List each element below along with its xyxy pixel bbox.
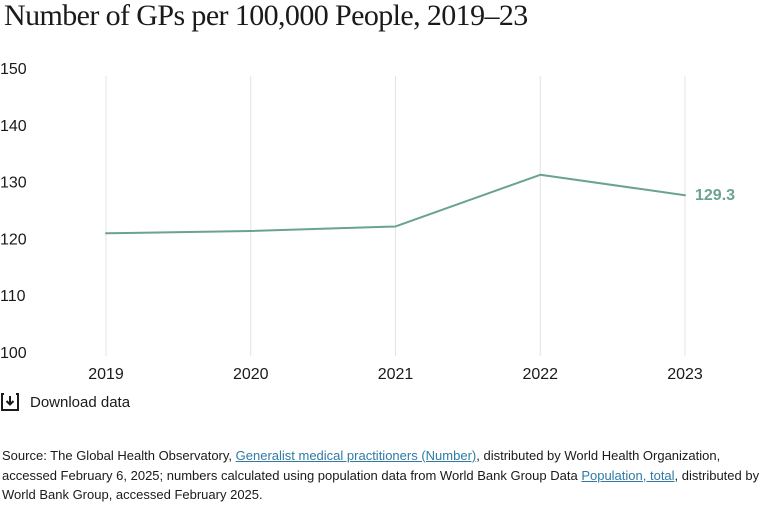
y-tick-label: 100: [0, 345, 27, 362]
series-group: 129.3: [105, 173, 735, 235]
source-note: Source: The Global Health Observatory, G…: [2, 446, 772, 505]
source-link-population[interactable]: Population, total: [581, 467, 675, 483]
download-data-label: Download data: [30, 393, 131, 411]
y-tick-label: 130: [0, 175, 27, 192]
source-link-gp[interactable]: Generalist medical practitioners (Number…: [235, 448, 477, 463]
y-axis: 150 140 130 120 110 100: [0, 61, 27, 362]
x-tick-label: 2021: [378, 366, 414, 383]
x-tick-label: 2019: [88, 366, 124, 383]
y-tick-label: 150: [0, 61, 27, 78]
x-tick-label: 2020: [233, 366, 269, 383]
x-tick-label: 2022: [522, 366, 558, 383]
source-middle: , distributed by World Health Organizati…: [2, 448, 721, 483]
source-suffix: , distributed by World Bank Group, acces…: [2, 467, 760, 503]
download-icon: [1, 393, 19, 411]
end-value-label: 129.3: [695, 187, 735, 204]
x-axis: 2019 2020 2021 2022 2023: [88, 366, 703, 383]
y-tick-label: 110: [0, 288, 26, 305]
source-prefix: Source: The Global Health Observatory,: [2, 448, 236, 463]
x-tick-label: 2023: [667, 366, 703, 383]
series-line: [105, 173, 686, 235]
chart-title: Number of GPs per 100,000 People, 2019–2…: [4, 0, 528, 32]
y-tick-label: 140: [0, 118, 27, 135]
y-tick-label: 120: [0, 231, 27, 248]
gridlines: [105, 76, 686, 356]
download-data-button[interactable]: Download data: [0, 391, 130, 413]
